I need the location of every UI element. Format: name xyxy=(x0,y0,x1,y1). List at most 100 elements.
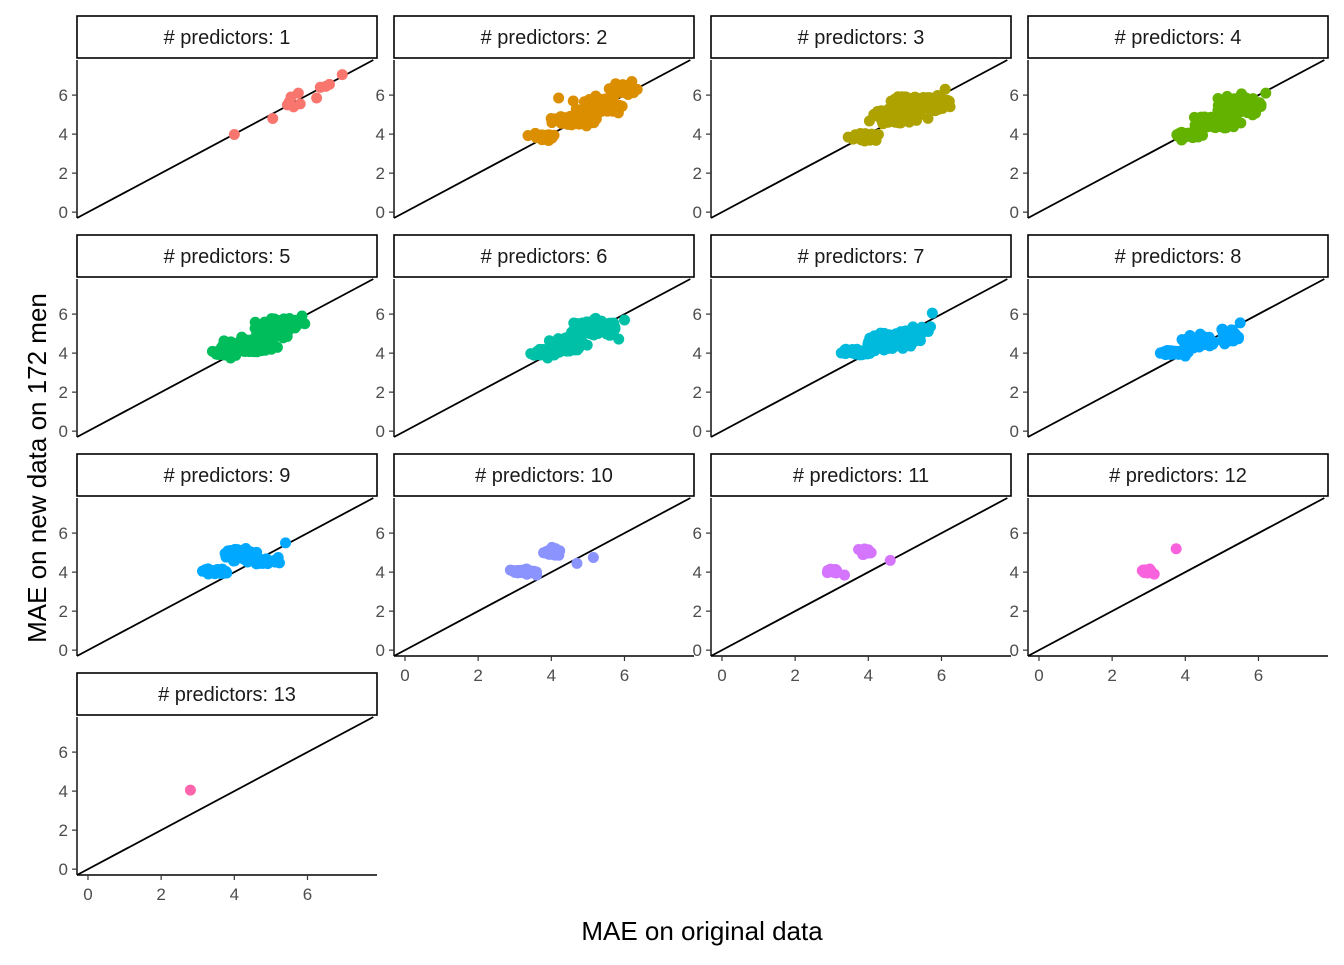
data-point xyxy=(829,566,841,578)
x-tick-label: 4 xyxy=(1181,666,1190,685)
y-tick-label: 2 xyxy=(1010,164,1019,183)
data-point xyxy=(863,115,875,127)
data-point xyxy=(545,113,557,125)
y-tick-label: 2 xyxy=(59,821,68,840)
x-tick-label: 0 xyxy=(1034,666,1043,685)
data-point xyxy=(565,116,577,128)
data-point xyxy=(336,69,348,81)
y-tick-label: 4 xyxy=(693,344,702,363)
facet-strip-label: # predictors: 3 xyxy=(798,27,925,49)
y-tick-label: 6 xyxy=(1010,86,1019,105)
y-tick-label: 6 xyxy=(1010,305,1019,324)
y-tick-label: 2 xyxy=(693,602,702,621)
y-tick-label: 6 xyxy=(376,86,385,105)
data-point xyxy=(939,83,951,95)
data-point xyxy=(926,307,938,319)
x-tick-label: 2 xyxy=(790,666,799,685)
y-tick-label: 2 xyxy=(376,383,385,402)
data-point xyxy=(922,112,934,124)
y-tick-label: 0 xyxy=(1010,641,1019,660)
reference-line xyxy=(393,497,691,657)
data-point xyxy=(531,569,543,581)
data-point xyxy=(925,321,937,333)
data-point xyxy=(1260,87,1272,99)
data-point xyxy=(272,551,284,563)
y-tick-label: 0 xyxy=(693,641,702,660)
facet-strip-label: # predictors: 10 xyxy=(475,465,613,487)
x-tick-label: 4 xyxy=(230,885,239,904)
y-tick-label: 6 xyxy=(693,524,702,543)
data-point xyxy=(1234,317,1246,329)
data-point xyxy=(590,94,602,106)
data-point xyxy=(613,83,625,95)
data-point xyxy=(899,327,911,339)
y-tick-label: 0 xyxy=(59,641,68,660)
data-point xyxy=(1210,115,1222,127)
x-tick-label: 6 xyxy=(937,666,946,685)
data-point xyxy=(898,113,910,125)
facet-strip-label: # predictors: 2 xyxy=(481,27,608,49)
data-point xyxy=(905,335,917,347)
facet-strip-label: # predictors: 11 xyxy=(793,465,929,487)
data-point xyxy=(228,129,240,141)
data-point xyxy=(254,557,266,569)
y-tick-label: 4 xyxy=(59,344,68,363)
facet-panel-6: # predictors: 6 0 2 4 6 xyxy=(376,234,695,441)
x-tick-label: 6 xyxy=(303,885,312,904)
data-point xyxy=(296,310,308,322)
x-tick-label: 2 xyxy=(156,885,165,904)
data-point xyxy=(294,98,306,110)
y-tick-label: 4 xyxy=(1010,344,1019,363)
facet-strip-label: # predictors: 6 xyxy=(481,246,608,268)
y-tick-label: 6 xyxy=(59,86,68,105)
data-point xyxy=(626,75,638,87)
x-tick-label: 2 xyxy=(1107,666,1116,685)
data-point xyxy=(1196,334,1208,346)
data-point xyxy=(571,557,583,569)
data-point xyxy=(1139,565,1151,577)
data-point xyxy=(280,537,292,549)
y-tick-label: 4 xyxy=(59,125,68,144)
y-tick-label: 0 xyxy=(376,422,385,441)
data-point xyxy=(581,324,593,336)
y-tick-label: 2 xyxy=(59,164,68,183)
y-tick-label: 0 xyxy=(59,203,68,222)
facet-strip-label: # predictors: 4 xyxy=(1115,27,1242,49)
data-point xyxy=(618,314,630,326)
y-tick-label: 2 xyxy=(1010,383,1019,402)
data-point xyxy=(1227,332,1239,344)
y-tick-label: 4 xyxy=(1010,563,1019,582)
data-point xyxy=(850,131,862,143)
reference-line xyxy=(76,716,374,876)
data-point xyxy=(267,113,279,125)
data-point xyxy=(1235,117,1247,129)
data-point xyxy=(839,569,851,581)
facet-strip xyxy=(393,453,695,497)
data-point xyxy=(1218,331,1230,343)
data-point xyxy=(578,114,590,126)
data-point xyxy=(208,565,220,577)
facet-strip-label: # predictors: 8 xyxy=(1115,246,1242,268)
x-tick-label: 6 xyxy=(1254,666,1263,685)
data-point xyxy=(889,94,901,106)
data-point xyxy=(587,551,599,563)
data-point xyxy=(220,548,232,560)
data-point xyxy=(1148,568,1160,580)
data-point xyxy=(908,324,920,336)
data-point xyxy=(867,343,879,355)
data-point xyxy=(1235,91,1247,103)
y-tick-label: 6 xyxy=(693,305,702,324)
facet-panel-1: # predictors: 1 0 2 4 6 xyxy=(59,15,378,222)
y-tick-label: 0 xyxy=(376,641,385,660)
facet-strip xyxy=(76,15,378,59)
y-tick-label: 6 xyxy=(59,743,68,762)
facet-panel-10: # predictors: 10 0 2 4 6 0 2 4 6 xyxy=(376,453,695,685)
facet-panel-2: # predictors: 2 0 2 4 6 xyxy=(376,15,695,222)
data-point xyxy=(864,332,876,344)
facet-strip-label: # predictors: 1 xyxy=(164,27,291,49)
y-tick-label: 2 xyxy=(59,383,68,402)
data-point xyxy=(840,346,852,358)
y-tick-label: 0 xyxy=(59,860,68,879)
data-point xyxy=(872,129,884,141)
